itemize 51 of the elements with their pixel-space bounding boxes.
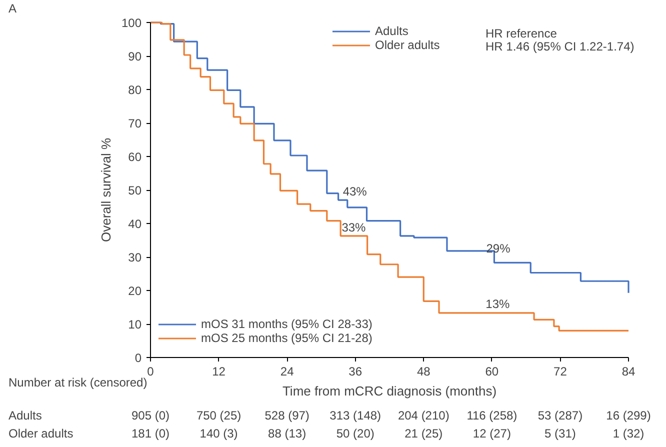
y-tick-label: 50 (128, 184, 142, 198)
text: 181 (0) (131, 426, 170, 440)
y-tick-label: 100 (121, 16, 142, 30)
x-tick-label: 48 (416, 364, 431, 378)
x-tick-label: 0 (147, 364, 154, 378)
text: 140 (3) (200, 426, 238, 440)
y-tick-label: 90 (128, 50, 142, 64)
annotation: mOS 25 months (95% CI 21-28) (201, 331, 372, 345)
legend-label: Older adults (375, 38, 440, 52)
y-tick-label: 40 (128, 217, 142, 231)
x-tick-label: 72 (554, 364, 568, 378)
text: 16 (299) (606, 408, 651, 422)
annotation: 13% (486, 296, 510, 311)
text: 53 (287) (538, 408, 583, 422)
text: 5 (31) (544, 426, 576, 440)
annotation: 29% (486, 242, 511, 256)
text: 313 (148) (330, 408, 382, 422)
y-tick-label: 70 (128, 116, 142, 130)
text: Adults (8, 408, 42, 422)
text: A (8, 2, 17, 16)
x-axis-title: Time from mCRC diagnosis (months) (282, 384, 497, 398)
text: 88 (13) (268, 426, 306, 440)
x-tick-label: 36 (348, 364, 362, 378)
text: 116 (258) (466, 408, 518, 422)
x-tick-label: 84 (622, 364, 636, 378)
text: Number at risk (censored) (8, 376, 148, 390)
annotation: 43% (342, 184, 368, 199)
y-tick-label: 30 (128, 250, 142, 264)
legend-label: Adults (375, 24, 408, 38)
x-tick-label: 24 (280, 364, 294, 378)
y-tick-label: 0 (134, 351, 142, 365)
y-tick-label: 10 (128, 318, 142, 332)
text: 1 (32) (612, 426, 644, 440)
text: 750 (25) (196, 408, 242, 422)
y-tick-label: 20 (128, 284, 142, 298)
text: 528 (97) (264, 408, 310, 422)
text: 21 (25) (404, 426, 443, 440)
annotation: 33% (342, 220, 366, 235)
text: Older adults (8, 426, 74, 440)
annotation: mOS 31 months (95% CI 28-33) (201, 317, 372, 331)
text: 12 (27) (472, 426, 511, 440)
y-axis-title: Overall survival % (98, 138, 114, 242)
y-tick-label: 80 (128, 83, 142, 97)
text: 50 (20) (336, 426, 374, 440)
text: 905 (0) (131, 408, 170, 422)
annotation: HR reference (486, 26, 558, 40)
x-tick-label: 12 (212, 364, 226, 378)
y-tick-label: 60 (128, 150, 142, 164)
text: 204 (210) (398, 408, 450, 422)
annotation: HR 1.46 (95% CI 1.22-1.74) (486, 40, 634, 54)
x-tick-label: 60 (485, 364, 499, 378)
